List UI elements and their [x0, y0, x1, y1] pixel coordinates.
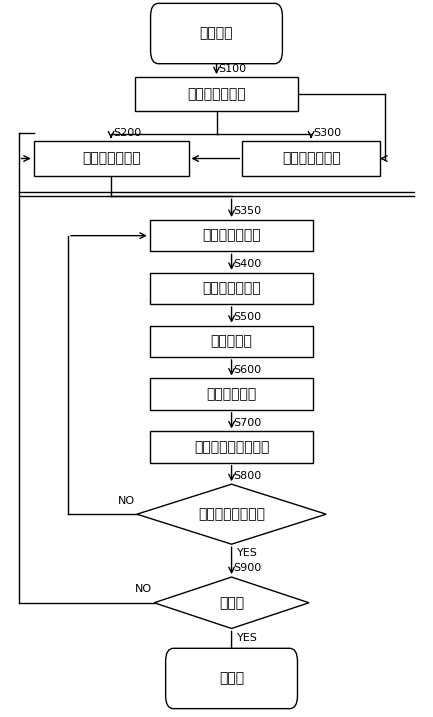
Bar — [34, 141, 188, 176]
Polygon shape — [154, 577, 309, 629]
Text: S300: S300 — [313, 128, 342, 138]
Text: NO: NO — [135, 584, 152, 594]
Text: 終了？: 終了？ — [219, 596, 244, 609]
Text: S500: S500 — [234, 312, 262, 322]
Text: S100: S100 — [219, 64, 247, 74]
Text: NO: NO — [118, 495, 135, 505]
Text: 中期計画の策定: 中期計画の策定 — [82, 151, 140, 166]
Text: 長期計画の策定: 長期計画の策定 — [187, 87, 246, 101]
FancyBboxPatch shape — [166, 648, 297, 708]
Text: YES: YES — [237, 633, 258, 642]
FancyBboxPatch shape — [151, 4, 282, 64]
Text: 収出荷・売上の記録: 収出荷・売上の記録 — [194, 440, 269, 454]
Text: S900: S900 — [234, 564, 262, 574]
Bar — [135, 77, 298, 111]
Text: 病害虫の記録: 病害虫の記録 — [207, 387, 257, 402]
Text: 作業の記録: 作業の記録 — [210, 334, 252, 348]
Text: スタート: スタート — [200, 27, 233, 41]
Text: S350: S350 — [234, 206, 262, 217]
Polygon shape — [137, 484, 326, 544]
Bar — [150, 326, 313, 357]
Text: S700: S700 — [234, 418, 262, 428]
Bar — [150, 432, 313, 462]
Text: S600: S600 — [234, 365, 262, 375]
Text: S200: S200 — [113, 128, 142, 138]
Bar — [150, 379, 313, 410]
Text: YES: YES — [237, 549, 258, 559]
Text: S400: S400 — [234, 260, 262, 269]
Text: エンド: エンド — [219, 672, 244, 685]
Text: 作業計画の調整: 作業計画の調整 — [202, 229, 261, 242]
Bar — [150, 272, 313, 304]
Bar — [242, 141, 380, 176]
Text: 短期計画の策定: 短期計画の策定 — [202, 282, 261, 295]
Text: 中期計画終了日？: 中期計画終了日？ — [198, 507, 265, 521]
Text: S800: S800 — [234, 470, 262, 480]
Text: シフト予定作成: シフト予定作成 — [282, 151, 340, 166]
Bar — [150, 220, 313, 252]
